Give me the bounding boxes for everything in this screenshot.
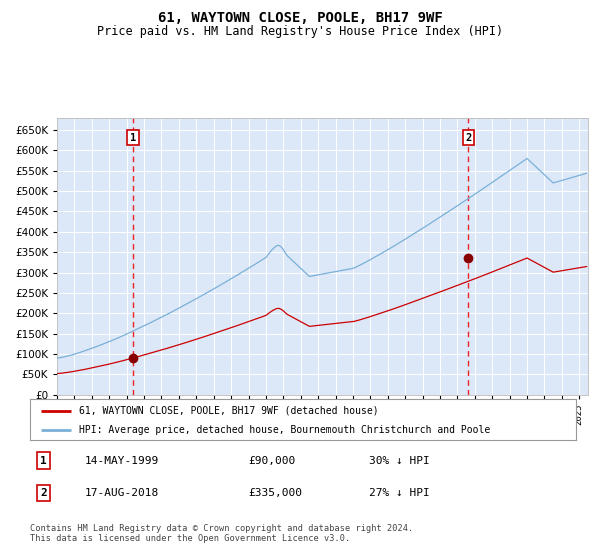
Text: 27% ↓ HPI: 27% ↓ HPI (368, 488, 429, 498)
Text: 2: 2 (465, 133, 472, 143)
Text: £335,000: £335,000 (248, 488, 302, 498)
Text: Price paid vs. HM Land Registry's House Price Index (HPI): Price paid vs. HM Land Registry's House … (97, 25, 503, 38)
Text: 2: 2 (40, 488, 47, 498)
Text: 14-MAY-1999: 14-MAY-1999 (85, 456, 159, 465)
Text: 30% ↓ HPI: 30% ↓ HPI (368, 456, 429, 465)
Text: 61, WAYTOWN CLOSE, POOLE, BH17 9WF: 61, WAYTOWN CLOSE, POOLE, BH17 9WF (158, 11, 442, 25)
Text: Contains HM Land Registry data © Crown copyright and database right 2024.
This d: Contains HM Land Registry data © Crown c… (30, 524, 413, 543)
Text: 1: 1 (40, 456, 47, 465)
Text: 17-AUG-2018: 17-AUG-2018 (85, 488, 159, 498)
Text: 1: 1 (130, 133, 136, 143)
Text: HPI: Average price, detached house, Bournemouth Christchurch and Poole: HPI: Average price, detached house, Bour… (79, 424, 490, 435)
Text: 61, WAYTOWN CLOSE, POOLE, BH17 9WF (detached house): 61, WAYTOWN CLOSE, POOLE, BH17 9WF (deta… (79, 405, 379, 416)
Text: £90,000: £90,000 (248, 456, 296, 465)
